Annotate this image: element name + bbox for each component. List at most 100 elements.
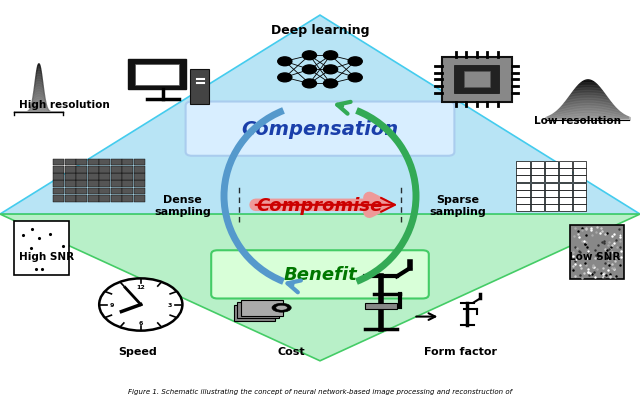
Bar (122, 181, 133, 188)
Bar (111, 159, 122, 166)
Bar (111, 181, 122, 188)
Bar (545, 190, 558, 197)
Circle shape (302, 52, 317, 61)
Bar (88, 159, 99, 166)
Bar (573, 169, 586, 176)
Text: Dense
sampling: Dense sampling (154, 194, 211, 217)
Text: Speed: Speed (118, 346, 157, 356)
Bar (88, 181, 99, 188)
Text: Deep learning: Deep learning (271, 24, 369, 36)
Bar (516, 169, 530, 176)
Bar (531, 205, 544, 212)
Bar (111, 195, 122, 202)
Text: Low resolution: Low resolution (534, 115, 621, 125)
Text: High resolution: High resolution (19, 99, 110, 109)
Bar (559, 183, 572, 190)
Bar (559, 198, 572, 205)
Bar (111, 188, 122, 195)
Bar (88, 166, 99, 173)
Circle shape (278, 74, 292, 83)
FancyBboxPatch shape (442, 58, 512, 102)
FancyBboxPatch shape (186, 102, 454, 156)
Circle shape (302, 66, 317, 75)
Bar (76, 166, 87, 173)
Bar (545, 205, 558, 212)
Bar (545, 198, 558, 205)
Text: Benefit: Benefit (283, 266, 357, 284)
Polygon shape (0, 215, 640, 361)
Bar (516, 162, 530, 168)
Bar (545, 176, 558, 183)
Bar (122, 174, 133, 180)
Circle shape (348, 74, 362, 83)
Bar (516, 190, 530, 197)
FancyBboxPatch shape (234, 305, 275, 321)
Bar (99, 159, 110, 166)
FancyBboxPatch shape (128, 60, 186, 90)
FancyBboxPatch shape (14, 221, 69, 276)
Bar (573, 205, 586, 212)
Text: High SNR: High SNR (19, 252, 74, 261)
Bar (122, 195, 133, 202)
Bar (99, 195, 110, 202)
Text: 12: 12 (136, 284, 145, 289)
Bar (65, 195, 76, 202)
Text: Low SNR: Low SNR (570, 252, 621, 261)
Text: Form factor: Form factor (424, 346, 497, 356)
Text: Compromise: Compromise (257, 196, 383, 214)
Bar (545, 169, 558, 176)
FancyBboxPatch shape (190, 70, 209, 104)
FancyBboxPatch shape (464, 72, 490, 88)
Bar (88, 174, 99, 180)
Bar (53, 181, 64, 188)
Text: Cost: Cost (277, 346, 305, 356)
Bar (516, 183, 530, 190)
FancyBboxPatch shape (241, 300, 283, 316)
Bar (545, 162, 558, 168)
Circle shape (278, 58, 292, 67)
Bar (99, 188, 110, 195)
FancyBboxPatch shape (135, 65, 179, 86)
Text: 3: 3 (168, 302, 172, 307)
FancyBboxPatch shape (454, 66, 499, 94)
Bar (531, 183, 544, 190)
Polygon shape (0, 16, 640, 215)
Bar (531, 169, 544, 176)
Bar (122, 188, 133, 195)
Bar (516, 198, 530, 205)
Bar (365, 303, 397, 309)
FancyBboxPatch shape (570, 225, 625, 280)
Bar (559, 205, 572, 212)
Bar (111, 174, 122, 180)
Circle shape (99, 279, 182, 331)
Bar (531, 190, 544, 197)
Bar (65, 159, 76, 166)
Bar (134, 181, 145, 188)
FancyBboxPatch shape (211, 251, 429, 299)
Bar (76, 181, 87, 188)
Bar (76, 174, 87, 180)
Bar (76, 188, 87, 195)
Bar (531, 162, 544, 168)
Ellipse shape (276, 306, 287, 310)
Bar (573, 198, 586, 205)
Bar (65, 181, 76, 188)
Bar (99, 174, 110, 180)
Bar (88, 188, 99, 195)
Bar (65, 188, 76, 195)
Bar (53, 159, 64, 166)
Text: 6: 6 (139, 320, 143, 325)
Text: Sparse
sampling: Sparse sampling (429, 194, 486, 217)
Bar (573, 176, 586, 183)
Bar (76, 159, 87, 166)
Bar (516, 205, 530, 212)
Bar (99, 181, 110, 188)
Text: Compensation: Compensation (241, 120, 399, 139)
Bar (134, 188, 145, 195)
Circle shape (348, 58, 362, 67)
Text: Figure 1. Schematic illustrating the concept of neural network-based image proce: Figure 1. Schematic illustrating the con… (128, 388, 512, 394)
Bar (531, 176, 544, 183)
Bar (111, 166, 122, 173)
Circle shape (302, 80, 317, 89)
FancyBboxPatch shape (237, 302, 279, 318)
